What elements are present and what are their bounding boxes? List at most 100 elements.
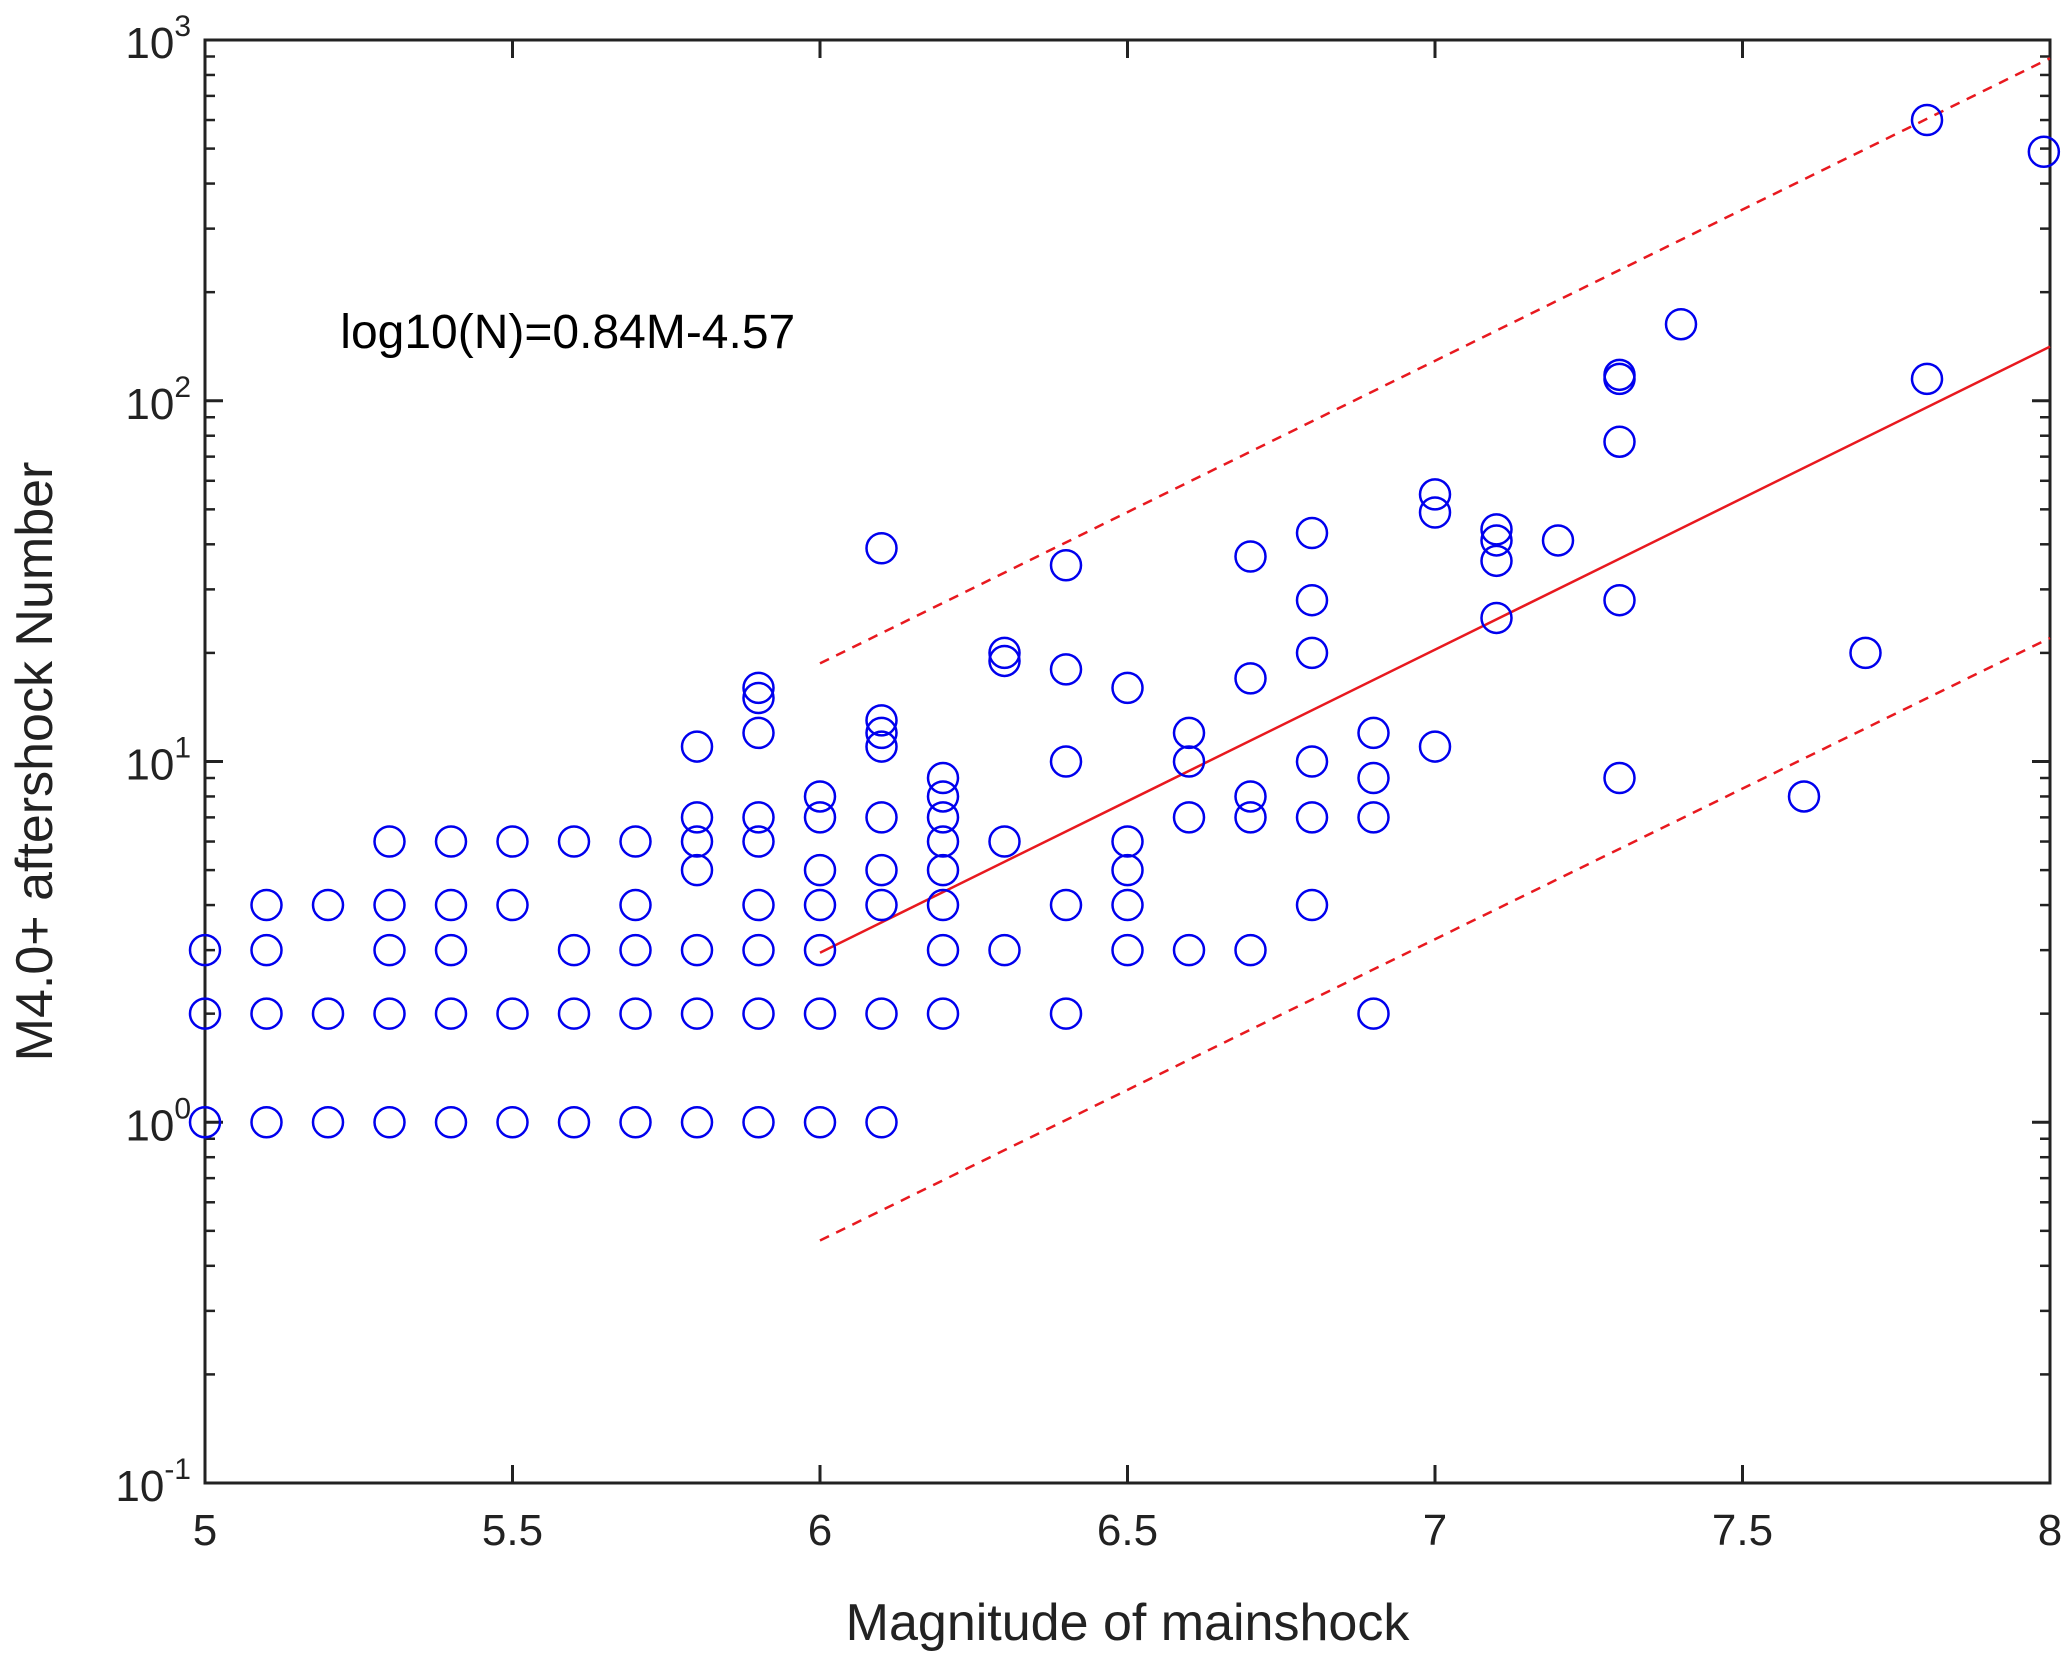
- data-point: [1049, 888, 1083, 922]
- data-point: [1295, 516, 1329, 550]
- y-tick-label-exponent: -1: [164, 1453, 191, 1486]
- data-point: [1295, 888, 1329, 922]
- data-point: [680, 997, 714, 1030]
- fit-lines: [819, 57, 2051, 1242]
- data-point: [434, 997, 468, 1030]
- data-point: [373, 997, 406, 1030]
- data-point: [619, 888, 652, 922]
- data-point: [803, 997, 837, 1030]
- data-point: [1541, 524, 1575, 557]
- data-point: [557, 997, 591, 1030]
- data-point: [865, 997, 898, 1030]
- data-point: [803, 888, 837, 922]
- data-point: [926, 801, 960, 834]
- data-point: [742, 825, 775, 858]
- data-point: [1111, 933, 1144, 967]
- data-point: [1049, 653, 1083, 686]
- y-tick-label-base: 10: [125, 380, 174, 429]
- data-point: [1357, 716, 1390, 750]
- data-point: [619, 997, 652, 1030]
- data-point: [188, 997, 222, 1030]
- data-point: [311, 997, 345, 1030]
- data-point: [926, 825, 960, 858]
- data-point: [1295, 636, 1329, 670]
- y-tick-label: 102: [125, 371, 191, 429]
- data-point: [188, 933, 222, 967]
- data-point: [1357, 801, 1390, 834]
- data-point: [742, 716, 775, 750]
- y-tick-label: 10-1: [115, 1453, 191, 1511]
- data-point: [926, 933, 960, 967]
- data-point: [1234, 933, 1267, 967]
- data-point: [496, 1106, 529, 1139]
- y-tick-label: 103: [125, 10, 191, 68]
- data-point: [1295, 583, 1329, 617]
- data-point: [434, 888, 468, 922]
- data-point: [373, 1106, 406, 1139]
- confidence-bound-line: [819, 57, 2051, 665]
- y-tick-label-exponent: 2: [174, 371, 191, 404]
- data-point: [865, 853, 898, 887]
- data-point: [619, 933, 652, 967]
- data-point: [680, 730, 714, 763]
- data-point: [1111, 853, 1144, 887]
- data-point: [1480, 601, 1513, 635]
- data-point: [557, 933, 591, 967]
- data-point: [742, 671, 775, 705]
- data-point: [1357, 761, 1390, 795]
- x-tick-label: 5.5: [482, 1506, 543, 1555]
- data-point: [680, 853, 714, 887]
- data-point: [619, 1106, 652, 1139]
- data-point: [926, 888, 960, 922]
- data-point: [250, 1106, 283, 1139]
- data-point: [1418, 478, 1452, 511]
- data-point: [803, 853, 837, 887]
- data-point: [926, 761, 960, 795]
- data-point: [1172, 933, 1206, 967]
- data-point: [434, 825, 468, 858]
- data-point: [1910, 362, 1944, 396]
- data-point: [680, 825, 714, 858]
- y-tick-label-base: 10: [125, 741, 174, 790]
- data-point: [1664, 307, 1698, 341]
- x-tick-label: 6: [808, 1506, 832, 1555]
- y-tick-label-exponent: 1: [174, 732, 191, 765]
- data-point: [865, 888, 898, 922]
- data-point: [496, 997, 529, 1030]
- data-point: [680, 1106, 714, 1139]
- data-point: [1849, 636, 1882, 670]
- data-point: [742, 888, 775, 922]
- data-point: [250, 997, 283, 1030]
- x-tick-label: 6.5: [1097, 1506, 1158, 1555]
- data-point: [742, 801, 775, 834]
- confidence-bound-line: [819, 636, 2051, 1242]
- data-points: [188, 103, 2061, 1139]
- data-point: [865, 704, 898, 737]
- y-tick-label-exponent: 0: [174, 1092, 191, 1125]
- data-point: [311, 888, 345, 922]
- data-point: [742, 1106, 775, 1139]
- y-tick-label-base: 10: [125, 19, 174, 68]
- x-axis-ticks: 5 5.5 6 6.5 7 7.5 8: [193, 40, 2062, 1555]
- data-point: [1172, 745, 1206, 778]
- data-point: [373, 933, 406, 967]
- data-point: [1480, 513, 1513, 546]
- data-point: [496, 825, 529, 858]
- x-tick-label: 7: [1423, 1506, 1447, 1555]
- data-point: [926, 997, 960, 1030]
- data-point: [1172, 716, 1206, 750]
- data-point: [1603, 425, 1636, 458]
- data-point: [1603, 583, 1636, 617]
- y-axis-title: M4.0+ aftershock Number: [6, 462, 64, 1062]
- data-point: [373, 825, 406, 858]
- data-point: [803, 801, 837, 834]
- data-point: [1049, 997, 1083, 1030]
- x-tick-label: 5: [193, 1506, 217, 1555]
- data-point: [434, 1106, 468, 1139]
- data-point: [1049, 548, 1083, 582]
- data-point: [803, 1106, 837, 1139]
- data-point: [742, 681, 775, 715]
- data-point: [1357, 997, 1390, 1030]
